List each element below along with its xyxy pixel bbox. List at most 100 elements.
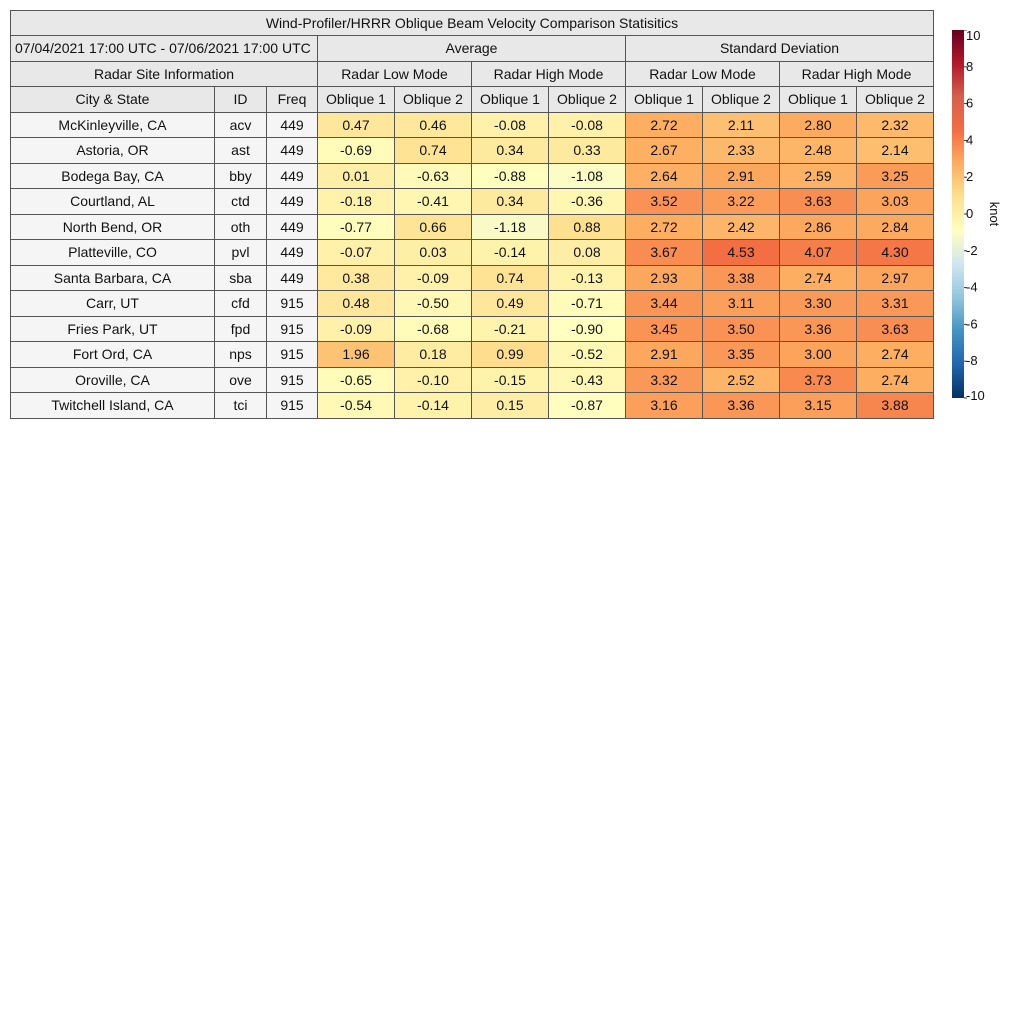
heatmap-cell-std-low-ob2: 4.53	[702, 239, 780, 266]
heatmap-cell-avg-low-ob2: 0.03	[394, 239, 472, 266]
table-row: Platteville, CO pvl 449 -0.07 0.03 -0.14 0.08 3…	[10, 239, 934, 266]
heatmap-cell-avg-low-ob2: -0.09	[394, 264, 472, 291]
id-cell: fpd	[214, 315, 267, 342]
heatmap-cell-avg-low-ob2: 0.46	[394, 111, 472, 138]
heatmap-cell-avg-high-ob1: 0.34	[471, 188, 549, 215]
freq-cell: 915	[266, 341, 318, 368]
freq-cell: 449	[266, 162, 318, 189]
freq-cell: 449	[266, 111, 318, 138]
heatmap-cell-std-low-ob1: 3.52	[625, 188, 703, 215]
heatmap-cell-std-low-ob2: 3.36	[702, 392, 780, 419]
avg-high-ob1-header: Oblique 1	[471, 86, 549, 113]
city-cell: McKinleyville, CA	[10, 111, 215, 138]
heatmap-cell-std-high-ob2: 4.30	[856, 239, 934, 266]
heatmap-cell-avg-low-ob2: 0.66	[394, 213, 472, 240]
heatmap-cell-avg-high-ob1: 0.15	[471, 392, 549, 419]
heatmap-cell-std-low-ob1: 2.93	[625, 264, 703, 291]
heatmap-cell-avg-low-ob2: 0.74	[394, 137, 472, 164]
heatmap-cell-avg-low-ob1: 0.38	[317, 264, 395, 291]
heatmap-cell-std-low-ob1: 3.45	[625, 315, 703, 342]
avg-low-ob1-header: Oblique 1	[317, 86, 395, 113]
heatmap-cell-avg-low-ob1: -0.65	[317, 366, 395, 393]
heatmap-cell-std-high-ob2: 2.74	[856, 366, 934, 393]
heatmap-cell-std-high-ob1: 3.00	[779, 341, 857, 368]
heatmap-cell-std-low-ob2: 2.11	[702, 111, 780, 138]
heatmap-cell-avg-high-ob2: -0.13	[548, 264, 626, 291]
freq-cell: 915	[266, 290, 318, 317]
heatmap-cell-avg-low-ob1: 0.47	[317, 111, 395, 138]
std-low-ob2-header: Oblique 2	[702, 86, 780, 113]
heatmap-cell-std-high-ob2: 3.88	[856, 392, 934, 419]
freq-cell: 449	[266, 137, 318, 164]
heatmap-cell-std-high-ob1: 3.36	[779, 315, 857, 342]
colorbar-tick-label: -8	[966, 353, 978, 368]
heatmap-cell-std-low-ob1: 2.72	[625, 213, 703, 240]
heatmap-cell-avg-high-ob2: -0.08	[548, 111, 626, 138]
id-cell: ast	[214, 137, 267, 164]
heatmap-cell-std-high-ob2: 2.14	[856, 137, 934, 164]
id-cell: pvl	[214, 239, 267, 266]
std-low-mode-header: Radar Low Mode	[625, 60, 780, 87]
freq-cell: 915	[266, 366, 318, 393]
freq-cell: 915	[266, 392, 318, 419]
heatmap-cell-std-high-ob1: 2.80	[779, 111, 857, 138]
heatmap-cell-std-low-ob1: 2.91	[625, 341, 703, 368]
heatmap-cell-avg-high-ob2: -0.36	[548, 188, 626, 215]
heatmap-cell-std-high-ob1: 2.74	[779, 264, 857, 291]
colorbar-tick-label: -2	[966, 243, 978, 258]
id-cell: sba	[214, 264, 267, 291]
table-row: Bodega Bay, CA bby 449 0.01 -0.63 -0.88 -1.08 2…	[10, 162, 934, 189]
average-group-header: Average	[317, 35, 626, 62]
std-high-ob1-header: Oblique 1	[779, 86, 857, 113]
avg-high-ob2-header: Oblique 2	[548, 86, 626, 113]
heatmap-cell-avg-high-ob2: 0.08	[548, 239, 626, 266]
table-row: Twitchell Island, CA tci 915 -0.54 -0.14 0.15…	[10, 392, 934, 419]
heatmap-cell-std-high-ob2: 2.84	[856, 213, 934, 240]
id-cell: ove	[214, 366, 267, 393]
city-cell: Twitchell Island, CA	[10, 392, 215, 419]
heatmap-cell-avg-high-ob2: 0.33	[548, 137, 626, 164]
id-column-header: ID	[214, 86, 267, 113]
colorbar-tick-label: 6	[966, 96, 973, 111]
city-cell: Santa Barbara, CA	[10, 264, 215, 291]
heatmap-cell-std-high-ob2: 2.97	[856, 264, 934, 291]
colorbar-tick-label: -4	[966, 280, 978, 295]
id-cell: cfd	[214, 290, 267, 317]
heatmap-cell-avg-low-ob2: -0.14	[394, 392, 472, 419]
avg-high-mode-header: Radar High Mode	[471, 60, 626, 87]
table-row: McKinleyville, CA acv 449 0.47 0.46 -0.08 -0.0…	[10, 111, 934, 138]
heatmap-cell-avg-low-ob1: 0.48	[317, 290, 395, 317]
heatmap-cell-avg-low-ob2: -0.68	[394, 315, 472, 342]
heatmap-cell-std-low-ob2: 2.33	[702, 137, 780, 164]
city-cell: Courtland, AL	[10, 188, 215, 215]
heatmap-cell-avg-high-ob1: -0.88	[471, 162, 549, 189]
heatmap-cell-avg-low-ob1: -0.77	[317, 213, 395, 240]
heatmap-cell-avg-high-ob2: -1.08	[548, 162, 626, 189]
heatmap-cell-std-high-ob2: 3.63	[856, 315, 934, 342]
heatmap-cell-avg-high-ob2: -0.90	[548, 315, 626, 342]
heatmap-cell-std-low-ob1: 3.67	[625, 239, 703, 266]
freq-cell: 449	[266, 264, 318, 291]
freq-cell: 915	[266, 315, 318, 342]
heatmap-cell-std-high-ob1: 3.63	[779, 188, 857, 215]
id-cell: oth	[214, 213, 267, 240]
city-cell: North Bend, OR	[10, 213, 215, 240]
colorbar: 10 8 6 4 2 0 -2 -4 -6 -8 -10 knot	[952, 30, 1002, 402]
heatmap-cell-std-high-ob2: 3.03	[856, 188, 934, 215]
heatmap-cell-std-low-ob1: 3.44	[625, 290, 703, 317]
heatmap-cell-avg-low-ob1: 0.01	[317, 162, 395, 189]
heatmap-cell-std-high-ob2: 3.25	[856, 162, 934, 189]
id-cell: acv	[214, 111, 267, 138]
freq-cell: 449	[266, 188, 318, 215]
heatmap-cell-avg-low-ob2: -0.10	[394, 366, 472, 393]
city-column-header: City & State	[10, 86, 215, 113]
heatmap-cell-std-low-ob2: 2.42	[702, 213, 780, 240]
heatmap-cell-avg-high-ob1: -0.15	[471, 366, 549, 393]
colorbar-gradient	[952, 30, 964, 398]
heatmap-cell-avg-low-ob1: -0.18	[317, 188, 395, 215]
heatmap-cell-std-high-ob1: 3.30	[779, 290, 857, 317]
heatmap-cell-avg-low-ob1: -0.07	[317, 239, 395, 266]
heatmap-cell-std-low-ob2: 3.50	[702, 315, 780, 342]
freq-cell: 449	[266, 239, 318, 266]
table-row: Astoria, OR ast 449 -0.69 0.74 0.34 0.33 2.67 2.…	[10, 137, 934, 164]
